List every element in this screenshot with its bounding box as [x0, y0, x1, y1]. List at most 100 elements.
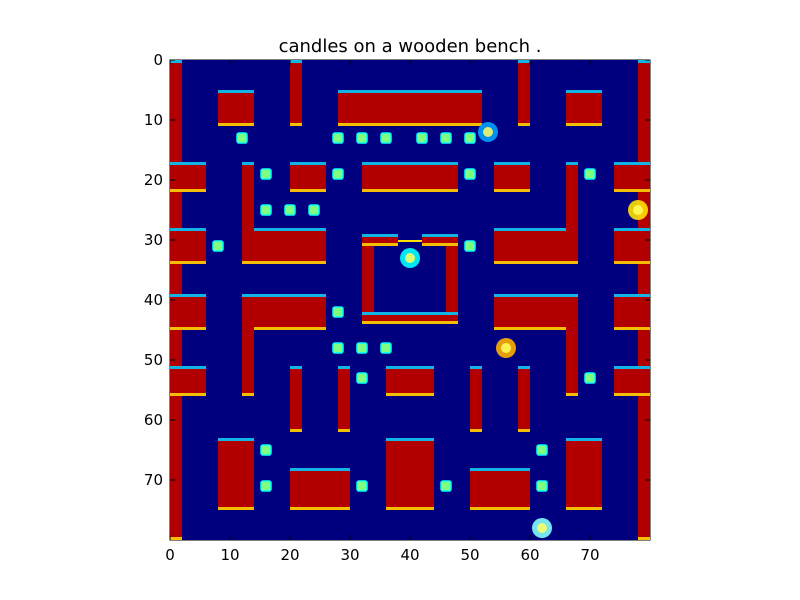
y-tick-label: 30 — [144, 231, 163, 249]
x-tick-label: 0 — [165, 546, 175, 564]
pellet — [416, 132, 428, 144]
wall-edge — [290, 123, 302, 126]
y-tick-label: 20 — [144, 171, 163, 189]
wall-edge — [518, 123, 530, 126]
wall-edge — [566, 90, 602, 93]
pellet — [332, 306, 344, 318]
wall-edge — [170, 162, 206, 165]
wall-edge — [242, 393, 254, 396]
wall-edge — [566, 123, 602, 126]
wall-edge — [170, 228, 206, 231]
wall-edge — [218, 438, 254, 441]
wall-edge — [638, 60, 650, 63]
x-tick-label: 70 — [580, 546, 599, 564]
wall-edge — [338, 90, 482, 93]
wall-edge — [494, 327, 578, 330]
x-tick-label: 10 — [220, 546, 239, 564]
wall-upper-left-small — [290, 162, 326, 192]
wall-edge — [614, 294, 650, 297]
wall-edge — [518, 366, 530, 369]
wall-right-side-stub — [614, 162, 650, 192]
wall-edge — [566, 438, 602, 441]
wall-edge — [338, 123, 482, 126]
wall-edge — [362, 321, 458, 324]
wall-edge — [218, 507, 254, 510]
wall-right-vertical-1 — [566, 162, 578, 264]
wall-edge — [494, 294, 578, 297]
wall-upper-pillar-right — [518, 60, 530, 126]
wall-edge — [494, 162, 530, 165]
ghost-near-right — [496, 338, 516, 358]
wall-right-mid-block — [614, 228, 650, 264]
wall-edge — [242, 261, 254, 264]
pellet — [536, 480, 548, 492]
wall-mid-right-bar — [494, 228, 566, 264]
pellet — [308, 204, 320, 216]
wall-lower-right-side — [614, 366, 650, 396]
pellet — [356, 372, 368, 384]
wall-edge — [614, 327, 650, 330]
wall-edge — [470, 429, 482, 432]
pellet — [464, 132, 476, 144]
wall-edge — [614, 261, 650, 264]
y-tick-label: 10 — [144, 111, 163, 129]
wall-bottom-right-l — [470, 468, 530, 510]
wall-edge — [566, 261, 578, 264]
wall-edge — [170, 294, 206, 297]
pellet — [260, 444, 272, 456]
wall-edge — [566, 393, 578, 396]
y-tick-label: 70 — [144, 471, 163, 489]
pellet — [380, 342, 392, 354]
wall-center-right-vertical — [566, 294, 578, 396]
pellet — [536, 444, 548, 456]
wall-edge — [386, 393, 434, 396]
wall-edge — [218, 123, 254, 126]
wall-left-mid-block — [170, 228, 206, 264]
pellet — [356, 132, 368, 144]
wall-center-left-vertical — [242, 294, 254, 396]
pellet — [332, 168, 344, 180]
wall-edge — [218, 90, 254, 93]
wall-edge — [518, 60, 530, 63]
x-tick-label: 20 — [280, 546, 299, 564]
wall-edge — [242, 294, 254, 297]
wall-bottom-right-block — [566, 438, 602, 510]
x-tick-label: 40 — [400, 546, 419, 564]
wall-ghost-house-right — [446, 234, 458, 324]
wall-edge — [338, 429, 350, 432]
x-tick-label: 30 — [340, 546, 359, 564]
pellet — [332, 342, 344, 354]
wall-edge — [518, 429, 530, 432]
wall-left-lower-side — [170, 294, 206, 330]
wall-edge — [494, 189, 530, 192]
pellet — [356, 480, 368, 492]
wall-edge — [170, 189, 206, 192]
wall-bottom-left-l — [290, 468, 350, 510]
wall-edge — [470, 507, 530, 510]
wall-edge — [614, 189, 650, 192]
ghost-house-door — [398, 240, 422, 242]
wall-edge — [170, 366, 206, 369]
wall-edge — [638, 537, 650, 540]
pellet — [260, 480, 272, 492]
wall-edge — [470, 366, 482, 369]
wall-edge — [290, 507, 350, 510]
wall-edge — [170, 327, 206, 330]
pellet — [284, 204, 296, 216]
wall-edge — [362, 162, 458, 165]
wall-upper-right-small — [494, 162, 530, 192]
pellet — [584, 372, 596, 384]
wall-top-right-block — [566, 90, 602, 126]
wall-edge — [494, 228, 566, 231]
wall-edge — [290, 366, 302, 369]
wall-lower-pillar-left — [290, 366, 302, 432]
tick-layer: 0 10 20 30 40 50 60 70 0 10 20 30 40 50 60 70 — [144, 51, 650, 564]
wall-edge — [242, 294, 326, 297]
wall-lower-pillar-center-left — [338, 366, 350, 432]
pellet — [260, 168, 272, 180]
ghost-top-right — [478, 122, 498, 142]
wall-top-center-bar — [338, 90, 482, 126]
wall-edge — [290, 429, 302, 432]
wall-edge — [494, 261, 566, 264]
